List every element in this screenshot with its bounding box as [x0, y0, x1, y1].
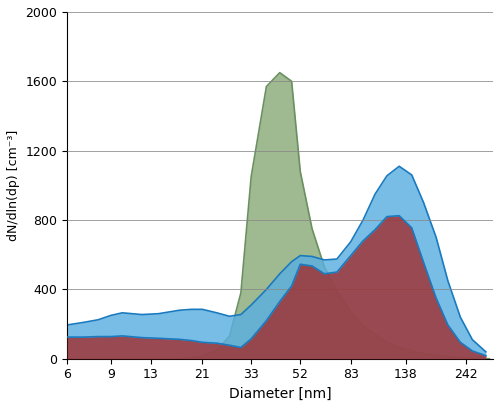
Y-axis label: dN/dln(dp) [cm⁻³]: dN/dln(dp) [cm⁻³] [7, 130, 20, 241]
X-axis label: Diameter [nm]: Diameter [nm] [229, 387, 332, 401]
